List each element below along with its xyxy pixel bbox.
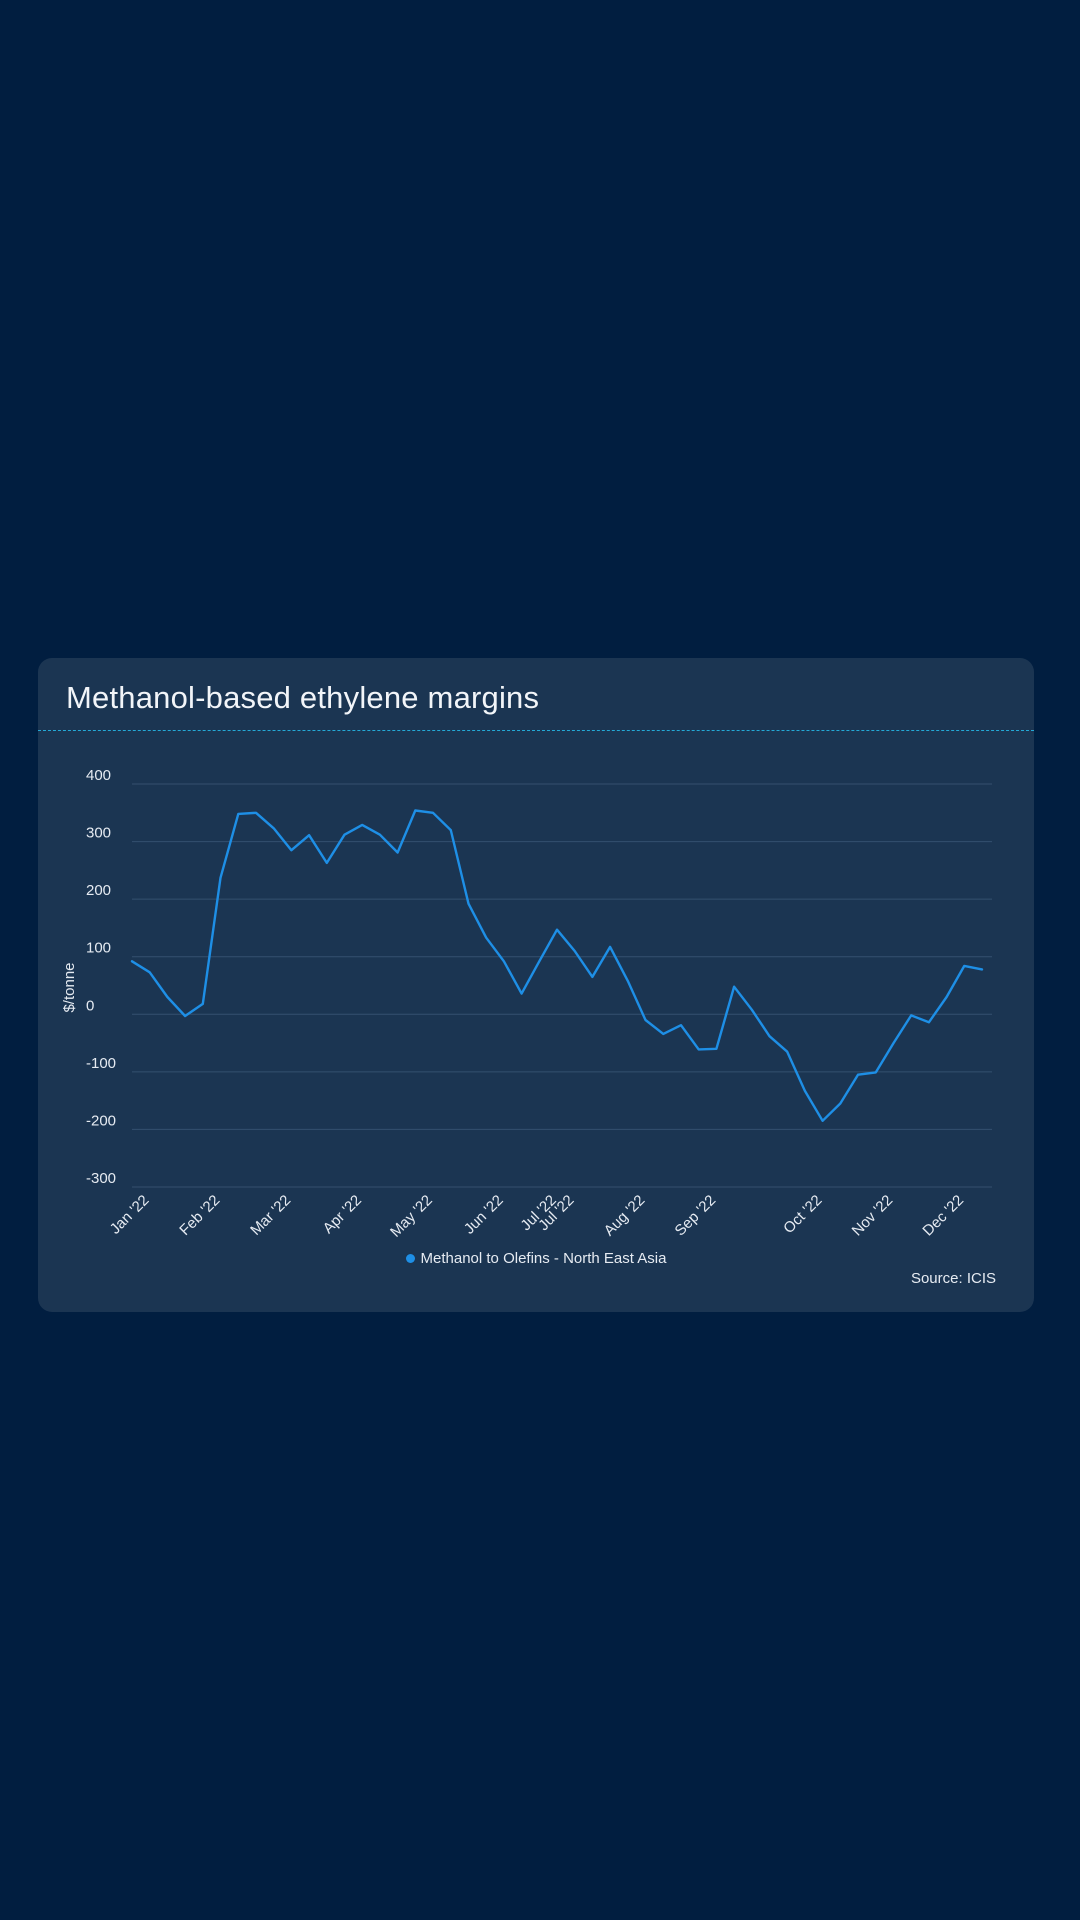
y-axis-ticks: 400 300 200 100 0 -100 -200 -300	[86, 767, 116, 1187]
y-tick-label: 400	[86, 767, 111, 784]
title-divider	[38, 730, 1034, 731]
y-axis-label: $/tonne	[61, 962, 78, 1012]
x-tick-label: Jan '22	[107, 1192, 153, 1238]
series-layer	[130, 809, 984, 1122]
x-tick-label: Apr '22	[320, 1192, 365, 1237]
y-tick-label: -100	[86, 1055, 116, 1072]
x-tick-label: May '22	[387, 1192, 436, 1241]
x-tick-label: Aug '22	[601, 1192, 649, 1240]
x-tick-label: Feb '22	[176, 1192, 223, 1239]
grid	[132, 783, 992, 1188]
y-tick-label: 0	[86, 997, 94, 1014]
x-tick-label: Oct '22	[780, 1192, 825, 1237]
chart-card: Methanol-based ethylene margins 400 300 20…	[38, 658, 1034, 1312]
y-tick-label: 300	[86, 825, 111, 842]
x-axis-ticks: Jan '22 Feb '22 Mar '22 Apr '22 May '22 Jun '…	[107, 1192, 967, 1241]
series-line	[130, 809, 984, 1122]
legend-marker	[405, 1253, 415, 1263]
x-tick-label: Mar '22	[247, 1192, 294, 1239]
y-tick-label: 200	[86, 882, 111, 899]
source-note: Source: ICIS	[910, 1270, 996, 1287]
x-tick-label: Jun '22	[461, 1192, 507, 1238]
x-tick-label: Sep '22	[672, 1192, 720, 1240]
chart-title: Methanol-based ethylene margins	[66, 680, 540, 715]
line-chart: 400 300 200 100 0 -100 -200 -300 Jan '22 Feb '22…	[61, 767, 992, 1241]
legend-label: Methanol to Olefins - North East Asia	[420, 1250, 667, 1267]
x-tick-label: Nov '22	[849, 1192, 897, 1240]
legend: Methanol to Olefins - North East Asia	[38, 1250, 1034, 1267]
y-tick-label: -200	[86, 1112, 116, 1129]
x-tick-label: Dec '22	[919, 1192, 967, 1240]
y-tick-label: -300	[86, 1170, 116, 1187]
y-tick-label: 100	[86, 940, 111, 957]
